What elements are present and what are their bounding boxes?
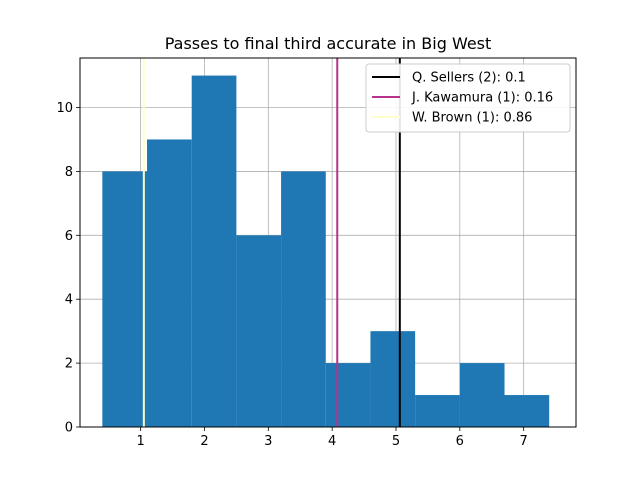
- x-tick-label: 6: [456, 434, 464, 449]
- x-tick-label: 5: [392, 434, 400, 449]
- y-tick-label: 0: [65, 421, 73, 436]
- histogram-bar: [236, 235, 282, 427]
- legend: Q. Sellers (2): 0.1 J. Kawamura (1): 0.16…: [365, 63, 571, 133]
- plot-frame: [79, 57, 577, 428]
- histogram-bar: [504, 395, 550, 427]
- x-axis: 1 2 3 4 5 6 7: [137, 427, 528, 449]
- x-tick-label: 7: [520, 434, 528, 449]
- histogram-bar: [370, 331, 416, 427]
- y-axis: 0 2 4 6 8 10: [56, 101, 80, 436]
- legend-label: Q. Sellers (2): 0.1: [412, 71, 526, 86]
- legend-label: W. Brown (1): 0.86: [412, 111, 532, 126]
- y-tick-label: 10: [56, 101, 73, 116]
- y-tick-label: 6: [65, 229, 73, 244]
- y-tick-label: 8: [65, 165, 73, 180]
- legend-label: J. Kawamura (1): 0.16: [411, 91, 553, 106]
- chart-title: Passes to final third accurate in Big We…: [165, 34, 492, 53]
- histogram-bar: [281, 171, 326, 427]
- histogram-bar: [191, 75, 237, 428]
- y-tick-label: 4: [65, 293, 73, 308]
- histogram-bar: [325, 363, 371, 427]
- x-tick-label: 1: [137, 434, 145, 449]
- histogram-bar: [459, 363, 505, 427]
- legend-box: [365, 63, 571, 133]
- histogram-bar: [415, 395, 460, 427]
- x-tick-label: 4: [328, 434, 336, 449]
- bars: [102, 75, 550, 428]
- histogram-bar: [102, 171, 148, 427]
- histogram-bar: [147, 139, 192, 427]
- x-tick-label: 3: [264, 434, 272, 449]
- x-tick-label: 2: [200, 434, 208, 449]
- y-tick-label: 2: [65, 357, 73, 372]
